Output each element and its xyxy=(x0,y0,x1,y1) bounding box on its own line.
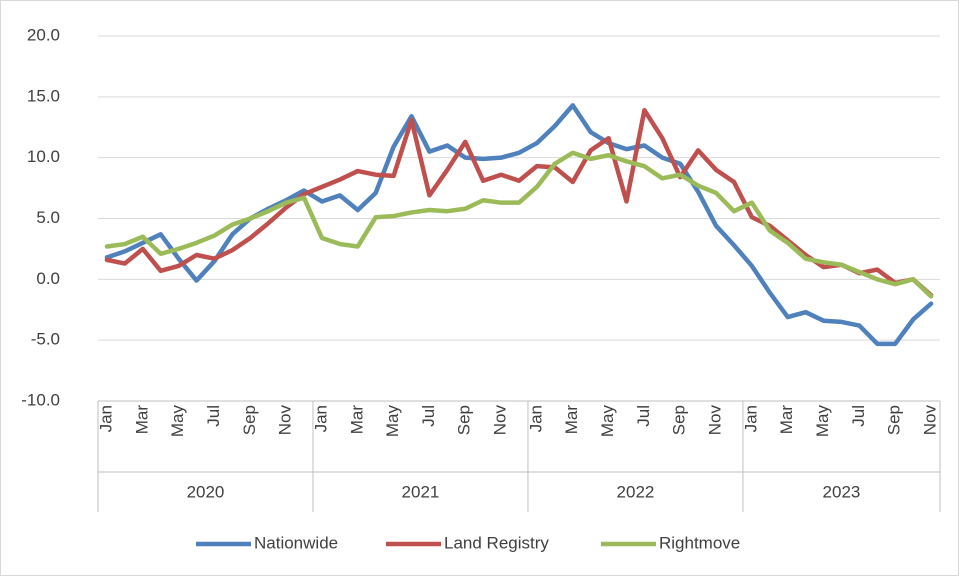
x-tick-label: Jul xyxy=(634,405,653,427)
x-tick-label: May xyxy=(598,405,617,438)
x-tick-label: Sep xyxy=(885,405,904,435)
x-tick-label: Nov xyxy=(491,405,510,436)
legend-label: Rightmove xyxy=(659,533,740,552)
series-line xyxy=(104,103,934,347)
x-tick-label: Jan xyxy=(96,405,115,432)
x-tick-label: May xyxy=(813,405,832,438)
y-tick-label: 20.0 xyxy=(27,25,60,44)
y-tick-label: -10.0 xyxy=(21,390,60,409)
x-tick-label: Jan xyxy=(741,405,760,432)
x-tick-label: Mar xyxy=(777,405,796,435)
x-tick-label: Mar xyxy=(562,405,581,435)
x-tick-label: Jul xyxy=(419,405,438,427)
x-tick-label: May xyxy=(168,405,187,438)
y-tick-label: 0.0 xyxy=(36,269,60,288)
group-label: 2023 xyxy=(823,482,861,501)
legend-label: Nationwide xyxy=(254,533,338,552)
x-tick-label: Nov xyxy=(276,405,295,436)
y-tick-label: -5.0 xyxy=(31,330,60,349)
x-tick-label: Nov xyxy=(706,405,725,436)
x-tick-label: May xyxy=(383,405,402,438)
series-line xyxy=(104,150,934,299)
x-tick-label: Mar xyxy=(347,405,366,435)
x-tick-label: Sep xyxy=(670,405,689,435)
x-tick-label: Nov xyxy=(921,405,940,436)
y-tick-label: 10.0 xyxy=(27,147,60,166)
group-label: 2021 xyxy=(402,482,440,501)
x-tick-label: Mar xyxy=(132,405,151,435)
x-tick-label: Jan xyxy=(311,405,330,432)
group-label: 2022 xyxy=(617,482,655,501)
x-tick-label: Jan xyxy=(526,405,545,432)
y-tick-label: 5.0 xyxy=(36,208,60,227)
x-tick-label: Jul xyxy=(849,405,868,427)
x-tick-label: Jul xyxy=(204,405,223,427)
legend-label: Land Registry xyxy=(444,533,549,552)
x-tick-label: Sep xyxy=(240,405,259,435)
group-label: 2020 xyxy=(187,482,225,501)
x-tick-label: Sep xyxy=(455,405,474,435)
y-tick-label: 15.0 xyxy=(27,86,60,105)
